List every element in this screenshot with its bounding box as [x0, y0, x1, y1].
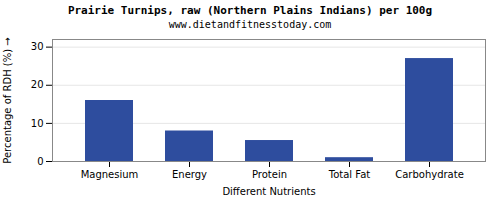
svg-text:10: 10 [31, 118, 44, 129]
svg-text:Protein: Protein [252, 169, 287, 180]
html-text:Prairie Turnips, raw (Northern: Prairie Turnips, raw (Northern Plains In… [67, 4, 433, 17]
svg-text:Carbohydrate: Carbohydrate [395, 169, 464, 180]
html-text:www.dietandfitnesstoday.com: www.dietandfitnesstoday.com [168, 19, 332, 30]
svg-text:Energy: Energy [172, 169, 207, 180]
svg-text:Percentage of RDH (%) →: Percentage of RDH (%) → [2, 37, 13, 163]
svg-text:Different Nutrients: Different Nutrients [222, 186, 315, 197]
svg-text:Total Fat: Total Fat [328, 169, 370, 180]
svg-text:0: 0 [37, 156, 43, 167]
svg-text:20: 20 [31, 79, 44, 90]
svg-text:30: 30 [31, 41, 44, 52]
svg-text:Magnesium: Magnesium [81, 169, 139, 180]
